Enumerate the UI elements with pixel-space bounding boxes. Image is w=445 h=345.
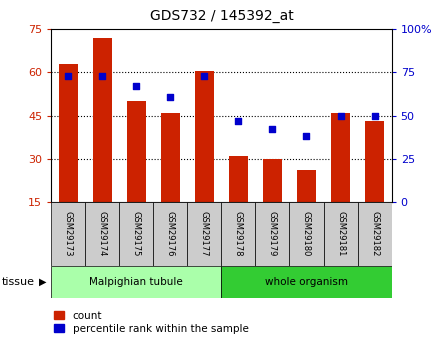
- Bar: [365, 121, 384, 202]
- Bar: [127, 101, 146, 202]
- Bar: [195, 71, 214, 202]
- Bar: [290, 202, 324, 266]
- Bar: [324, 202, 358, 266]
- Bar: [51, 266, 222, 298]
- Text: whole organism: whole organism: [265, 277, 348, 287]
- Bar: [222, 202, 255, 266]
- Bar: [187, 202, 222, 266]
- Text: tissue: tissue: [2, 277, 35, 287]
- Point: [337, 113, 344, 118]
- Text: GSM29179: GSM29179: [268, 211, 277, 256]
- Bar: [85, 202, 119, 266]
- Text: GSM29177: GSM29177: [200, 211, 209, 256]
- Bar: [222, 266, 392, 298]
- Point: [167, 94, 174, 99]
- Legend: count, percentile rank within the sample: count, percentile rank within the sample: [50, 307, 253, 338]
- Point: [303, 134, 310, 139]
- Text: GSM29173: GSM29173: [64, 211, 73, 256]
- Text: GSM29181: GSM29181: [336, 211, 345, 256]
- Bar: [263, 159, 282, 202]
- Point: [269, 127, 276, 132]
- Text: ▶: ▶: [39, 277, 46, 287]
- Bar: [119, 202, 153, 266]
- Point: [99, 73, 106, 79]
- Text: GSM29178: GSM29178: [234, 211, 243, 256]
- Point: [201, 73, 208, 79]
- Point: [371, 113, 378, 118]
- Bar: [358, 202, 392, 266]
- Point: [235, 118, 242, 124]
- Text: Malpighian tubule: Malpighian tubule: [89, 277, 183, 287]
- Bar: [153, 202, 187, 266]
- Text: GSM29175: GSM29175: [132, 211, 141, 256]
- Text: GDS732 / 145392_at: GDS732 / 145392_at: [150, 9, 293, 23]
- Text: GSM29182: GSM29182: [370, 211, 379, 256]
- Bar: [331, 113, 350, 202]
- Text: GSM29180: GSM29180: [302, 211, 311, 256]
- Bar: [93, 38, 112, 202]
- Bar: [255, 202, 290, 266]
- Point: [133, 83, 140, 89]
- Bar: [229, 156, 248, 202]
- Bar: [161, 113, 180, 202]
- Bar: [51, 202, 85, 266]
- Text: GSM29176: GSM29176: [166, 211, 175, 256]
- Point: [65, 73, 72, 79]
- Bar: [59, 64, 77, 202]
- Bar: [297, 170, 316, 202]
- Text: GSM29174: GSM29174: [98, 211, 107, 256]
